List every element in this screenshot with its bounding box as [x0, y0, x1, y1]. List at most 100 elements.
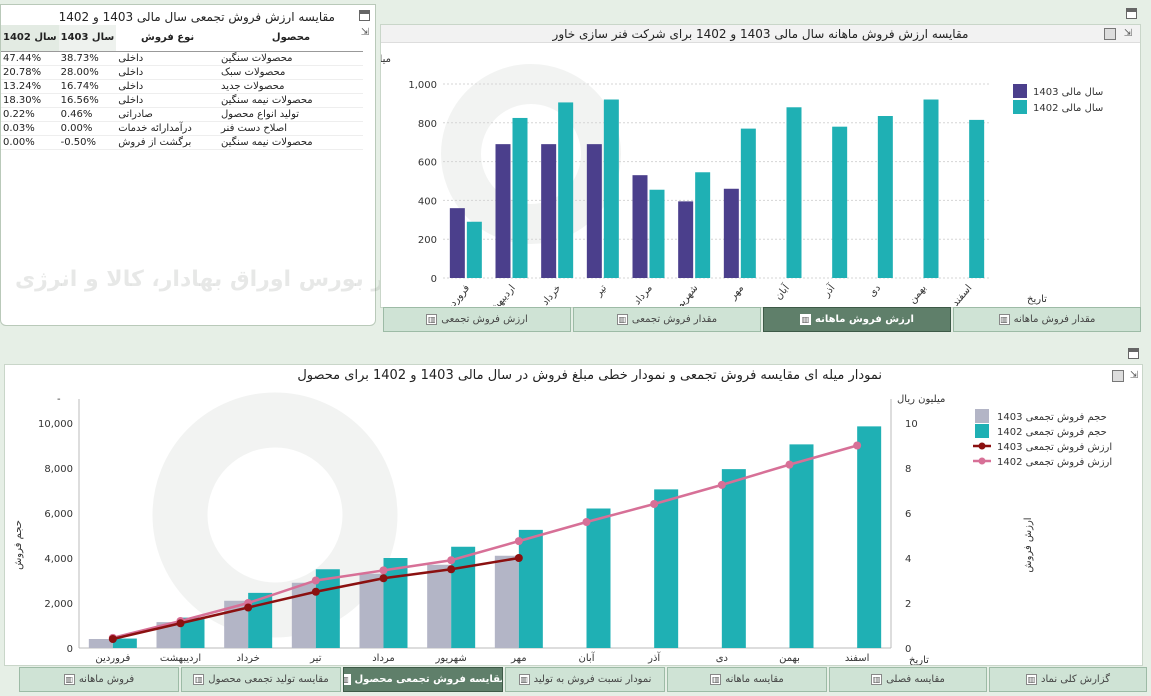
bar-1403[interactable] [541, 144, 557, 278]
y-tick-label: 200 [418, 235, 437, 246]
line-point[interactable] [582, 518, 591, 526]
table-row[interactable]: تولید انواع محصول صادراتی 0.46% 0.22% [1, 107, 363, 122]
table-row[interactable]: محصولات نیمه سنگین داخلی 16.56% 18.30% [1, 93, 363, 108]
cell-sale-type: برگشت از فروش [116, 135, 220, 150]
line-point[interactable] [447, 556, 456, 565]
x-tick-label: دی [867, 283, 883, 299]
tab-1[interactable]: گزارش کلی نماد ▥ [989, 667, 1147, 692]
bar-1402[interactable] [383, 558, 408, 648]
bar-1403[interactable] [88, 639, 113, 648]
export-icon[interactable]: ⇲ [1123, 28, 1133, 39]
bar-1403[interactable] [586, 144, 602, 278]
line-point[interactable] [514, 537, 523, 546]
y-tick-label: 6,000 [44, 509, 73, 520]
line-point[interactable] [311, 576, 320, 585]
bar-1403[interactable] [678, 201, 694, 278]
line-point[interactable] [244, 603, 253, 612]
bar-1402[interactable] [649, 189, 665, 278]
bar-1403[interactable] [495, 144, 511, 278]
bar-1403[interactable] [494, 555, 519, 648]
bar-1402[interactable] [740, 128, 756, 278]
line-point[interactable] [311, 587, 320, 596]
bar-1403[interactable] [427, 564, 452, 648]
table-row[interactable]: محصولات جدید داخلی 16.74% 13.24% [1, 79, 363, 94]
column-header-product[interactable]: محصول [219, 25, 363, 52]
bar-1402[interactable] [466, 221, 482, 278]
tab-3[interactable]: مقدار فروش تجمعی ▥ [573, 307, 761, 332]
column-header-year-1402[interactable]: سال 1402 [1, 25, 59, 52]
tab-label: فروش ماهانه [78, 674, 135, 685]
export-icon[interactable]: ⇲ [360, 27, 370, 38]
column-header-sale-type[interactable]: نوع فروش [116, 25, 220, 52]
chart-icon: ▥ [426, 314, 438, 325]
maximize-icon[interactable] [359, 10, 370, 21]
cell-sale-type: داخلی [116, 93, 220, 108]
bar-1402[interactable] [832, 126, 848, 279]
column-header-year-1403[interactable]: سال 1403 [58, 25, 117, 52]
line-point[interactable] [176, 619, 185, 628]
bar-1402[interactable] [603, 99, 619, 278]
table-row[interactable]: اصلاح دست فنر درآمدارائه خدمات 0.00% 0.03% [1, 121, 363, 136]
tab-3[interactable]: مقایسه ماهانه ▥ [667, 667, 827, 692]
x-tick-label: آذر [819, 281, 838, 300]
tab-5[interactable]: مقایسه فروش تجمعی محصول▥ [343, 667, 503, 692]
line-point[interactable] [379, 574, 388, 583]
bar-1402[interactable] [786, 107, 802, 278]
table-row[interactable]: محصولات سنگین داخلی 38.73% 47.44% [1, 51, 363, 66]
bar-1402[interactable] [923, 99, 939, 278]
maximize-icon[interactable] [1128, 348, 1139, 359]
export-icon[interactable]: ⇲ [1129, 370, 1139, 381]
bar-1403[interactable] [632, 175, 648, 278]
bar-1403[interactable] [449, 208, 465, 278]
bar-1402[interactable] [586, 508, 611, 649]
x-tick-label: فروردین [95, 653, 130, 664]
bar-1403[interactable] [359, 573, 384, 648]
table-row[interactable]: محصولات سبک داخلی 28.00% 20.78% [1, 65, 363, 80]
line-point[interactable] [650, 500, 659, 508]
x-tick-label: آبان [579, 651, 596, 664]
bar-1402[interactable] [857, 426, 882, 648]
line-point[interactable] [717, 480, 726, 489]
tab-4[interactable]: ارزش فروش تجمعی ▥ [383, 307, 571, 332]
tab-4[interactable]: نمودار نسبت فروش به تولید ▥ [505, 667, 665, 692]
maximize-icon[interactable] [1126, 8, 1137, 19]
line-point[interactable] [785, 460, 794, 469]
line-point[interactable] [447, 565, 456, 574]
monthly-chart-tabbar: مقدار فروش ماهانه ▥ ارزش فروش ماهانه ▥ مقدار… [380, 307, 1141, 332]
bar-1402[interactable] [451, 546, 476, 648]
tab-7[interactable]: فروش ماهانه ▥ [19, 667, 179, 692]
bar-1402[interactable] [315, 569, 340, 648]
tab-1[interactable]: مقدار فروش ماهانه ▥ [953, 307, 1141, 332]
bar-1402[interactable] [512, 117, 528, 278]
print-icon[interactable] [1104, 28, 1116, 40]
cell-product: اصلاح دست فنر [219, 121, 363, 136]
x-tick-label: اردیبهشت [160, 653, 201, 664]
line-point[interactable] [108, 635, 117, 643]
cell-product: محصولات سنگین [219, 51, 363, 66]
line-point[interactable] [379, 566, 388, 575]
tab-2[interactable]: ارزش فروش ماهانه ▥ [763, 307, 951, 332]
tab-label: مقایسه فصلی [886, 674, 945, 685]
tab-6[interactable]: مقایسه تولید تجمعی محصول ▥ [181, 667, 341, 692]
bar-1402[interactable] [877, 116, 893, 278]
cell-sale-type: درآمدارائه خدمات [116, 121, 220, 136]
table-row[interactable]: محصولات نیمه سنگین برگشت از فروش -0.50% 0.0… [1, 135, 363, 150]
watermark-logo [152, 392, 398, 638]
x-tick-label: مهر [727, 283, 746, 303]
print-icon[interactable] [1112, 370, 1124, 382]
bar-1402[interactable] [721, 469, 746, 648]
cell-year-1403: 16.56% [58, 93, 117, 108]
bar-1402[interactable] [518, 529, 543, 648]
bar-1402[interactable] [112, 638, 137, 648]
bar-1402[interactable] [969, 119, 985, 278]
bar-1402[interactable] [558, 102, 574, 279]
bar-1402[interactable] [654, 489, 679, 648]
y2-unit-label: میلیون ریال [897, 394, 945, 405]
line-point[interactable] [514, 554, 523, 562]
bar-1402[interactable] [695, 172, 711, 278]
tab-2[interactable]: مقایسه فصلی ▥ [829, 667, 987, 692]
line-point[interactable] [853, 441, 862, 450]
bar-1402[interactable] [789, 444, 814, 648]
y-tick-label: 10,000 [38, 419, 73, 430]
bar-1403[interactable] [723, 188, 739, 278]
